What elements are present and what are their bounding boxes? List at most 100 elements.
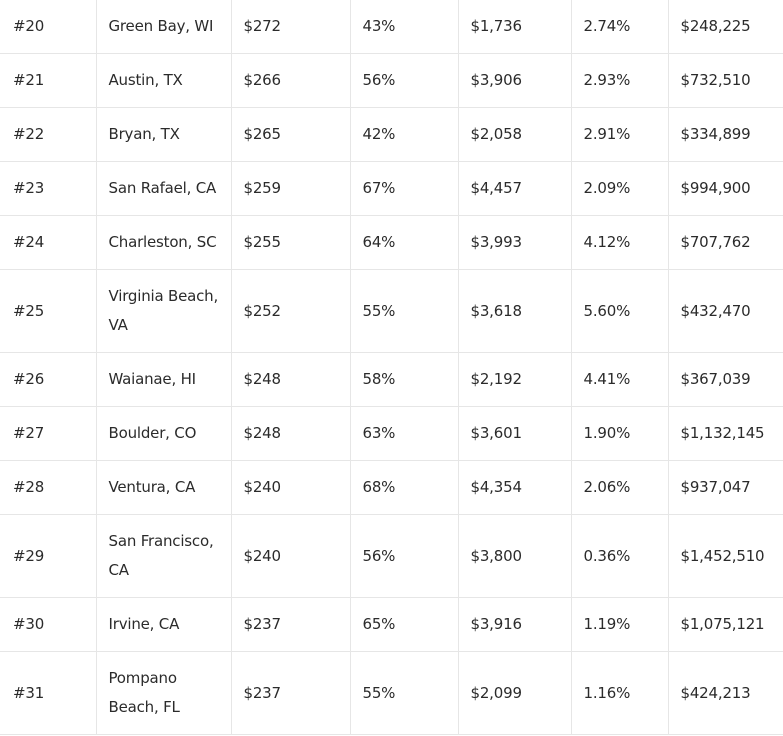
percent-cell: 55% xyxy=(349,269,459,353)
value-cell: $432,470 xyxy=(667,269,783,353)
value-cell: $255 xyxy=(230,215,351,270)
city-line-1: San Francisco, xyxy=(108,532,214,550)
value-cell: $248 xyxy=(230,352,351,407)
rank-cell: #29 xyxy=(0,514,97,598)
percent-cell: 4.12% xyxy=(570,215,669,270)
rank-cell: #24 xyxy=(0,215,97,270)
city-line-1: Virginia Beach, xyxy=(108,287,219,305)
value-cell: $732,510 xyxy=(667,53,783,108)
city-cell: Irvine, CA xyxy=(95,597,232,652)
value-cell: $1,452,510 xyxy=(667,514,783,598)
percent-cell: 68% xyxy=(349,460,459,515)
table-row: #25 Virginia Beach, VA $252 55% $3,618 5… xyxy=(0,269,783,353)
value-cell: $265 xyxy=(230,107,351,162)
value-cell: $1,736 xyxy=(457,0,572,54)
rank-cell: #25 xyxy=(0,269,97,353)
value-cell: $994,900 xyxy=(667,161,783,216)
value-cell: $266 xyxy=(230,53,351,108)
table-row: #22 Bryan, TX $265 42% $2,058 2.91% $334… xyxy=(0,107,783,162)
table-row: #21 Austin, TX $266 56% $3,906 2.93% $73… xyxy=(0,53,783,108)
value-cell: $2,099 xyxy=(457,651,572,735)
city-line-1: Pompano xyxy=(108,669,178,687)
percent-cell: 5.60% xyxy=(570,269,669,353)
city-cell: San Rafael, CA xyxy=(95,161,232,216)
rank-cell: #28 xyxy=(0,460,97,515)
value-cell: $1,075,121 xyxy=(667,597,783,652)
percent-cell: 42% xyxy=(349,107,459,162)
value-cell: $1,132,145 xyxy=(667,406,783,461)
value-cell: $3,800 xyxy=(457,514,572,598)
value-cell: $2,192 xyxy=(457,352,572,407)
rank-cell: #20 xyxy=(0,0,97,54)
value-cell: $272 xyxy=(230,0,351,54)
table-row: #29 San Francisco, CA $240 56% $3,800 0.… xyxy=(0,514,783,598)
percent-cell: 63% xyxy=(349,406,459,461)
percent-cell: 2.91% xyxy=(570,107,669,162)
percent-cell: 58% xyxy=(349,352,459,407)
city-cell: Austin, TX xyxy=(95,53,232,108)
city-line-2: CA xyxy=(108,561,130,579)
city-cell: Charleston, SC xyxy=(95,215,232,270)
value-cell: $937,047 xyxy=(667,460,783,515)
city-cell: Waianae, HI xyxy=(95,352,232,407)
percent-cell: 1.19% xyxy=(570,597,669,652)
city-cell: Ventura, CA xyxy=(95,460,232,515)
percent-cell: 56% xyxy=(349,53,459,108)
value-cell: $4,457 xyxy=(457,161,572,216)
city-cell: Pompano Beach, FL xyxy=(95,651,232,735)
value-cell: $3,601 xyxy=(457,406,572,461)
rank-cell: #21 xyxy=(0,53,97,108)
value-cell: $237 xyxy=(230,651,351,735)
table-row: #28 Ventura, CA $240 68% $4,354 2.06% $9… xyxy=(0,460,783,515)
value-cell: $2,058 xyxy=(457,107,572,162)
value-cell: $248 xyxy=(230,406,351,461)
percent-cell: 4.41% xyxy=(570,352,669,407)
value-cell: $237 xyxy=(230,597,351,652)
rank-cell: #31 xyxy=(0,651,97,735)
value-cell: $367,039 xyxy=(667,352,783,407)
table-row: #26 Waianae, HI $248 58% $2,192 4.41% $3… xyxy=(0,352,783,407)
percent-cell: 56% xyxy=(349,514,459,598)
value-cell: $259 xyxy=(230,161,351,216)
city-cell: Boulder, CO xyxy=(95,406,232,461)
value-cell: $240 xyxy=(230,514,351,598)
percent-cell: 2.93% xyxy=(570,53,669,108)
percent-cell: 2.09% xyxy=(570,161,669,216)
value-cell: $240 xyxy=(230,460,351,515)
percent-cell: 2.06% xyxy=(570,460,669,515)
rank-cell: #27 xyxy=(0,406,97,461)
table-row: #30 Irvine, CA $237 65% $3,916 1.19% $1,… xyxy=(0,597,783,652)
value-cell: $248,225 xyxy=(667,0,783,54)
percent-cell: 67% xyxy=(349,161,459,216)
percent-cell: 55% xyxy=(349,651,459,735)
value-cell: $4,354 xyxy=(457,460,572,515)
value-cell: $424,213 xyxy=(667,651,783,735)
percent-cell: 2.74% xyxy=(570,0,669,54)
city-cell: Green Bay, WI xyxy=(95,0,232,54)
value-cell: $3,906 xyxy=(457,53,572,108)
table-row: #20 Green Bay, WI $272 43% $1,736 2.74% … xyxy=(0,0,783,54)
value-cell: $252 xyxy=(230,269,351,353)
city-line-2: Beach, FL xyxy=(108,698,180,716)
value-cell: $707,762 xyxy=(667,215,783,270)
city-cell: Virginia Beach, VA xyxy=(95,269,232,353)
city-cell: San Francisco, CA xyxy=(95,514,232,598)
city-line-2: VA xyxy=(108,316,128,334)
percent-cell: 0.36% xyxy=(570,514,669,598)
table-row: #27 Boulder, CO $248 63% $3,601 1.90% $1… xyxy=(0,406,783,461)
percent-cell: 43% xyxy=(349,0,459,54)
rank-cell: #22 xyxy=(0,107,97,162)
value-cell: $3,618 xyxy=(457,269,572,353)
value-cell: $3,993 xyxy=(457,215,572,270)
rank-cell: #30 xyxy=(0,597,97,652)
rank-cell: #26 xyxy=(0,352,97,407)
table-row: #24 Charleston, SC $255 64% $3,993 4.12%… xyxy=(0,215,783,270)
percent-cell: 64% xyxy=(349,215,459,270)
table-row: #31 Pompano Beach, FL $237 55% $2,099 1.… xyxy=(0,651,783,735)
percent-cell: 1.90% xyxy=(570,406,669,461)
value-cell: $334,899 xyxy=(667,107,783,162)
percent-cell: 65% xyxy=(349,597,459,652)
city-cell: Bryan, TX xyxy=(95,107,232,162)
